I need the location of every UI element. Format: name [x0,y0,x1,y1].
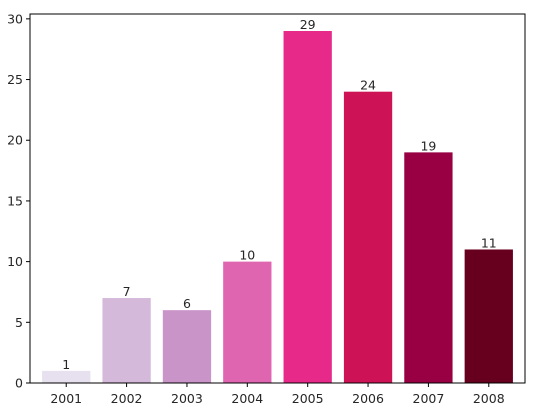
x-tick-label-2007: 2007 [413,391,445,406]
bar-2004 [223,261,272,383]
x-tick-label-2005: 2005 [292,391,324,406]
x-tick-label-2008: 2008 [473,391,505,406]
data-label-2007: 19 [420,138,436,153]
x-tick-label-2001: 2001 [50,391,82,406]
plot-frame [29,13,526,384]
y-tick-label-30: 30 [7,11,23,26]
data-label-2001: 1 [62,357,70,372]
y-axis: 0 5 10 15 20 25 30 [7,11,30,391]
data-label-2003: 6 [183,296,191,311]
y-tick-label-25: 25 [7,72,23,87]
data-label-2002: 7 [123,284,131,299]
bar-2001 [42,370,91,383]
bar-2005 [283,30,332,384]
x-axis: 2001 2002 2003 2004 2005 2006 2007 2008 [50,383,505,406]
y-tick-label-10: 10 [7,254,23,269]
y-tick-label-20: 20 [7,133,23,148]
bar-2006 [343,91,393,384]
x-tick-label-2002: 2002 [111,391,143,406]
x-tick-label-2006: 2006 [352,391,384,406]
x-tick-label-2004: 2004 [231,391,263,406]
bar-2008 [464,249,513,383]
y-tick-label-5: 5 [15,315,23,330]
bar-2003 [162,310,212,383]
x-tick-label-2003: 2003 [171,391,203,406]
y-tick-label-0: 0 [15,376,23,391]
bar-2007 [404,152,453,383]
data-label-2005: 29 [300,17,316,32]
bar-2002 [102,298,151,383]
bars-group [42,30,513,384]
data-labels-group: 1 7 6 10 29 24 19 11 [62,17,496,372]
data-label-2006: 24 [360,78,376,93]
y-tick-label-15: 15 [7,193,23,208]
data-label-2004: 10 [239,248,255,263]
data-label-2008: 11 [481,235,497,250]
